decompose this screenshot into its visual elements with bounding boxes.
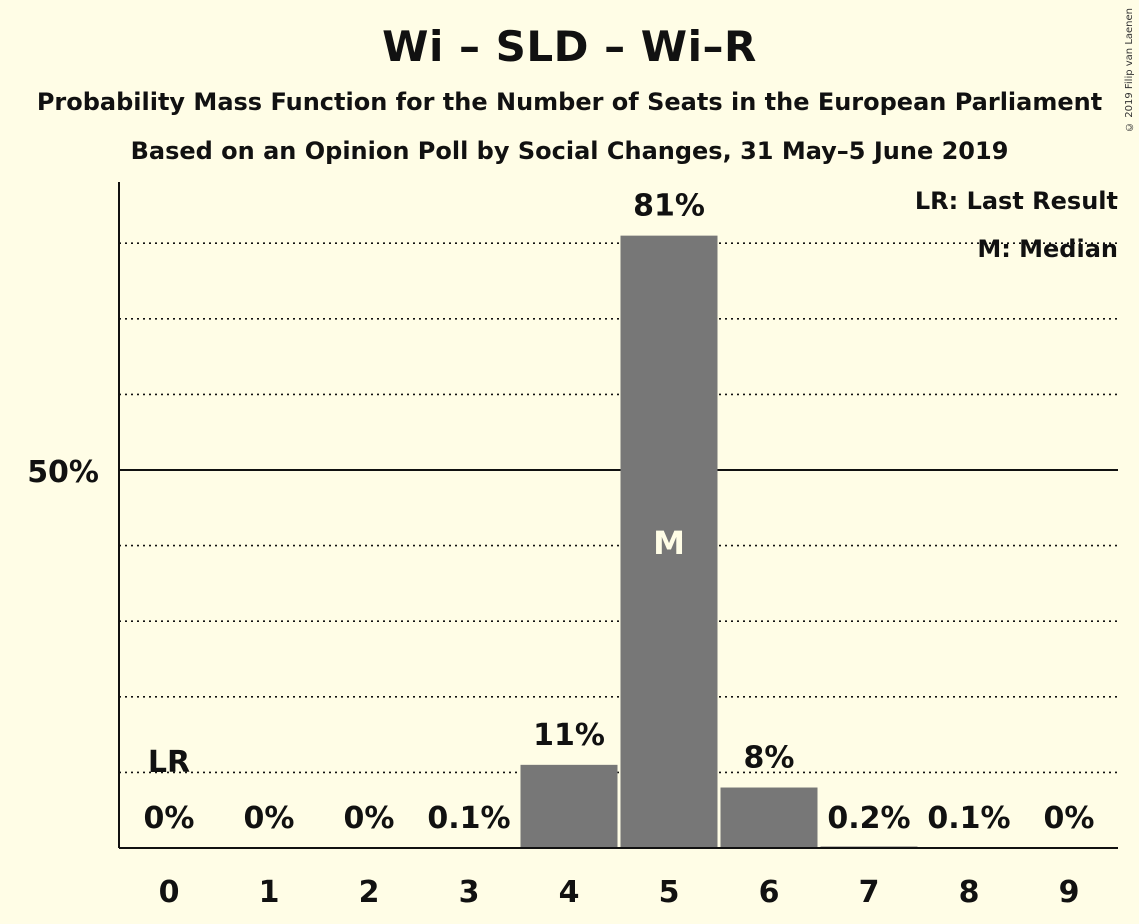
bars bbox=[420, 235, 1018, 848]
legend-median: M: Median bbox=[977, 235, 1118, 263]
x-tick-label: 1 bbox=[259, 875, 280, 910]
value-label-seat-3: 0.1% bbox=[427, 801, 510, 836]
x-tick-label: 4 bbox=[559, 875, 580, 910]
chart-source-line: Based on an Opinion Poll by Social Chang… bbox=[130, 137, 1009, 165]
value-label-seat-9: 0% bbox=[1044, 801, 1095, 836]
chart-title: Wi – SLD – Wi–R bbox=[382, 22, 757, 71]
gridlines bbox=[119, 242, 1118, 774]
value-label-seat-1: 0% bbox=[244, 801, 295, 836]
x-tick-label: 7 bbox=[859, 875, 880, 910]
value-label-seat-5: 81% bbox=[633, 189, 705, 224]
x-tick-label: 6 bbox=[759, 875, 780, 910]
value-label-seat-8: 0.1% bbox=[927, 801, 1010, 836]
value-label-seat-2: 0% bbox=[344, 801, 395, 836]
x-tick-label: 0 bbox=[159, 875, 180, 910]
x-tick-label: 8 bbox=[959, 875, 980, 910]
axes: 0 1 2 3 4 5 6 7 8 9 50% bbox=[27, 182, 1118, 910]
bar-seat-6 bbox=[720, 787, 818, 848]
chart-subtitle: Probability Mass Function for the Number… bbox=[36, 88, 1103, 116]
last-result-marker: LR bbox=[148, 745, 190, 780]
value-label-seat-7: 0.2% bbox=[827, 801, 910, 836]
value-label-seat-6: 8% bbox=[744, 741, 795, 776]
bar-seat-4 bbox=[520, 764, 618, 848]
bar-seat-5 bbox=[620, 235, 718, 848]
value-label-seat-0: 0% bbox=[144, 801, 195, 836]
x-tick-label: 5 bbox=[659, 875, 680, 910]
y-tick-label-50: 50% bbox=[27, 455, 99, 490]
x-tick-label: 9 bbox=[1059, 875, 1080, 910]
x-tick-label: 3 bbox=[459, 875, 480, 910]
value-label-seat-4: 11% bbox=[533, 718, 605, 753]
median-marker: M bbox=[653, 524, 685, 562]
x-tick-label: 2 bbox=[359, 875, 380, 910]
value-labels: 0% 0% 0% 0.1% 11% 81% 8% 0.2% 0.1% 0% M LR bbox=[144, 189, 1095, 836]
legend-last-result: LR: Last Result bbox=[915, 187, 1118, 215]
